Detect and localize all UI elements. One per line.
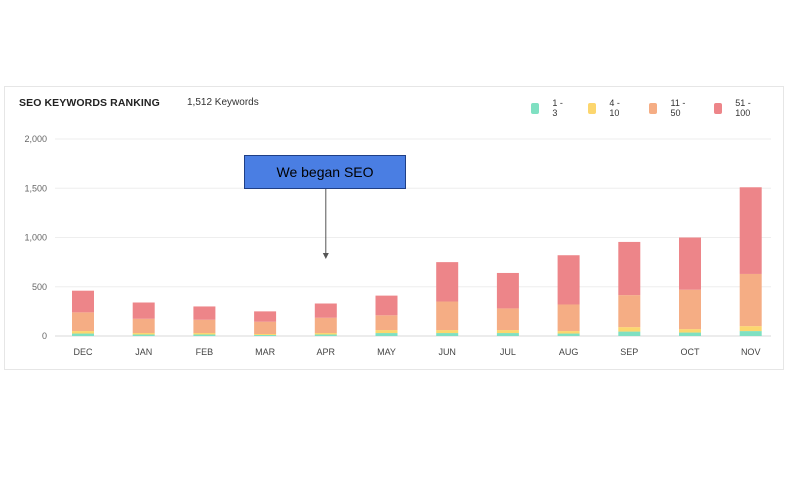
- legend-label: 51 - 100: [735, 98, 751, 118]
- bar-segment: [679, 289, 701, 330]
- bar-segment: [254, 334, 277, 336]
- bar-segment: [375, 295, 398, 316]
- bar-segment: [739, 331, 762, 336]
- bar-segment: [618, 295, 641, 328]
- x-tick-label: MAR: [255, 347, 276, 357]
- legend-label: 11 - 50: [670, 98, 686, 118]
- bar-segment: [375, 330, 398, 334]
- bar-segment: [193, 319, 216, 334]
- bar-segment: [436, 301, 459, 331]
- legend-item-11-50[interactable]: 11 - 50: [648, 98, 692, 118]
- bar-segment: [193, 333, 216, 335]
- bar-segment: [132, 318, 155, 334]
- legend-swatch: [648, 102, 658, 114]
- bar-segment: [193, 306, 216, 320]
- x-tick-label: JUN: [438, 347, 456, 357]
- x-tick-label: JUL: [500, 347, 516, 357]
- legend-item-4-10[interactable]: 4 - 10: [587, 98, 627, 118]
- keyword-count: 1,512 Keywords: [187, 97, 259, 108]
- bar-segment: [314, 333, 337, 335]
- bar-segment: [254, 321, 277, 335]
- bar-segment: [557, 304, 580, 332]
- y-tick-label: 2,000: [24, 134, 47, 144]
- bar-segment: [314, 317, 337, 334]
- x-tick-label: FEB: [196, 347, 214, 357]
- bar-segment: [496, 308, 519, 331]
- bar-segment: [496, 272, 519, 309]
- bar-segment: [72, 333, 94, 336]
- legend-item-51-100[interactable]: 51 - 100: [713, 98, 761, 118]
- bar-segment: [618, 331, 641, 336]
- x-tick-label: AUG: [559, 347, 579, 357]
- legend-swatch: [587, 102, 597, 114]
- bar-segment: [679, 332, 701, 336]
- y-tick-label: 500: [32, 282, 47, 292]
- legend-swatch: [531, 102, 540, 114]
- legend-label: 1 - 3: [552, 98, 563, 118]
- x-tick-label: JAN: [135, 347, 152, 357]
- bar-segment: [314, 303, 337, 318]
- bar-segment: [496, 330, 519, 334]
- bar-segment: [739, 187, 762, 274]
- legend-label: 4 - 10: [609, 98, 620, 118]
- bar-segment: [375, 333, 398, 336]
- bar-segment: [739, 326, 762, 332]
- annotation-arrowhead: [322, 253, 329, 259]
- bar-segment: [557, 255, 580, 305]
- chart-card: SEO KEYWORDS RANKING 1,512 Keywords 1 - …: [4, 86, 784, 370]
- y-tick-label: 1,500: [24, 183, 47, 193]
- x-tick-label: NOV: [741, 347, 761, 357]
- bar-segment: [739, 273, 762, 327]
- bar-segment: [436, 330, 459, 334]
- bar-segment: [618, 241, 641, 296]
- bar-segment: [132, 334, 155, 336]
- y-tick-label: 0: [42, 331, 47, 341]
- bar-segment: [496, 333, 519, 336]
- bar-segment: [254, 311, 277, 322]
- annotation-box: We began SEO: [244, 155, 406, 189]
- x-tick-label: APR: [317, 347, 336, 357]
- stacked-bar-chart: 0 500 1,000 1,500 2,000 DEC JAN FEB MAR APR MAY JUN…: [24, 134, 771, 357]
- bar-segment: [679, 329, 701, 333]
- bar-segment: [314, 334, 337, 336]
- bar-segment: [557, 333, 580, 336]
- bar-segment: [618, 327, 641, 332]
- bar-segment: [375, 315, 398, 331]
- legend-swatch: [713, 102, 723, 114]
- bar-segment: [436, 333, 459, 336]
- bar-segment: [193, 334, 216, 336]
- bar-segment: [679, 237, 701, 290]
- y-tick-label: 1,000: [24, 233, 47, 243]
- legend-item-1-3[interactable]: 1 - 3: [531, 98, 566, 118]
- bar-segment: [436, 262, 459, 302]
- bar-segment: [72, 331, 94, 334]
- chart-title: SEO KEYWORDS RANKING: [19, 97, 160, 109]
- bar-segment: [132, 302, 155, 319]
- bar-segment: [557, 331, 580, 334]
- x-tick-label: SEP: [620, 347, 638, 357]
- bar-segment: [72, 312, 94, 332]
- bar-segment: [72, 290, 94, 313]
- bar-segment: [132, 333, 155, 335]
- x-tick-label: DEC: [73, 347, 93, 357]
- x-tick-label: MAY: [377, 347, 396, 357]
- bar-segment: [254, 335, 277, 336]
- chart-legend: 1 - 3 4 - 10 11 - 50 51 - 100: [531, 98, 783, 118]
- x-tick-label: OCT: [681, 347, 701, 357]
